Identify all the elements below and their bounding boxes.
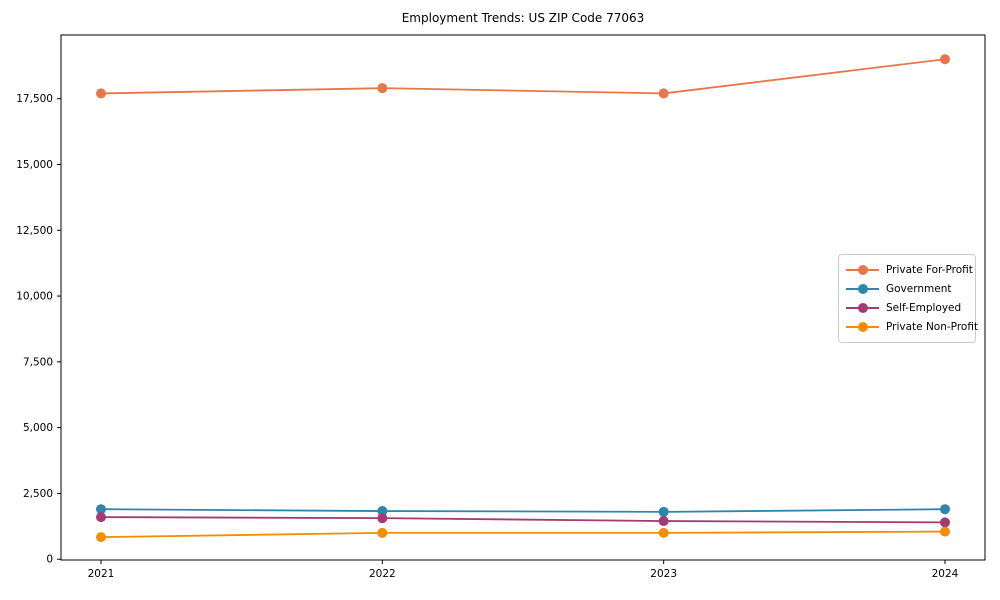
legend-label: Private For-Profit [886, 263, 973, 276]
chart-title: Employment Trends: US ZIP Code 77063 [401, 11, 645, 25]
x-tick-label: 2024 [932, 568, 959, 580]
legend-item-private-non-profit: Private Non-Profit [846, 318, 978, 337]
series-line [100, 58, 946, 95]
series-marker [377, 506, 388, 517]
legend-item-self-employed: Self-Employed [846, 299, 969, 318]
series-marker [377, 527, 388, 538]
y-tick-label: 15,000 [16, 159, 53, 171]
legend-line-marker-icon [846, 264, 879, 275]
series-marker [96, 88, 106, 99]
legend-label: Self-Employed [886, 302, 962, 315]
legend-item-private-for-profit: Private For-Profit [846, 260, 973, 279]
legend-label: Private Non-Profit [886, 321, 979, 334]
y-tick-label: 17,500 [16, 93, 53, 105]
series-line [100, 530, 946, 539]
legend-label: Government [886, 282, 952, 295]
y-tick-label: 0 [46, 554, 53, 566]
series-marker [96, 504, 106, 515]
y-tick-label: 7,500 [23, 356, 53, 368]
y-tick-label: 5,000 [23, 422, 53, 434]
legend-line-marker-icon [846, 322, 879, 333]
series-marker [658, 88, 669, 99]
series-marker [658, 527, 669, 538]
series-marker [658, 516, 669, 527]
series-line [100, 516, 946, 524]
axes-frame [60, 34, 986, 561]
series-marker [658, 506, 669, 517]
y-tick-label: 12,500 [16, 225, 53, 237]
x-tick-label: 2021 [88, 568, 115, 580]
y-tick-label: 10,000 [16, 291, 53, 303]
x-tick-label: 2023 [650, 568, 677, 580]
series-marker [96, 532, 106, 543]
y-tick-label: 2,500 [23, 488, 53, 500]
x-tick-label: 2022 [369, 568, 396, 580]
legend-line-marker-icon [846, 283, 879, 294]
series-marker [940, 517, 950, 528]
legend-item-government: Government [846, 279, 969, 298]
series-marker [377, 513, 388, 524]
series-line [100, 508, 946, 513]
series-marker [940, 504, 950, 515]
legend-line-marker-icon [846, 303, 879, 314]
chart-legend: Private For-Profit Government Self-Emplo… [838, 254, 978, 343]
series-marker [96, 512, 106, 523]
series-marker [940, 54, 950, 65]
series-marker [940, 526, 950, 537]
series-marker [377, 83, 388, 94]
